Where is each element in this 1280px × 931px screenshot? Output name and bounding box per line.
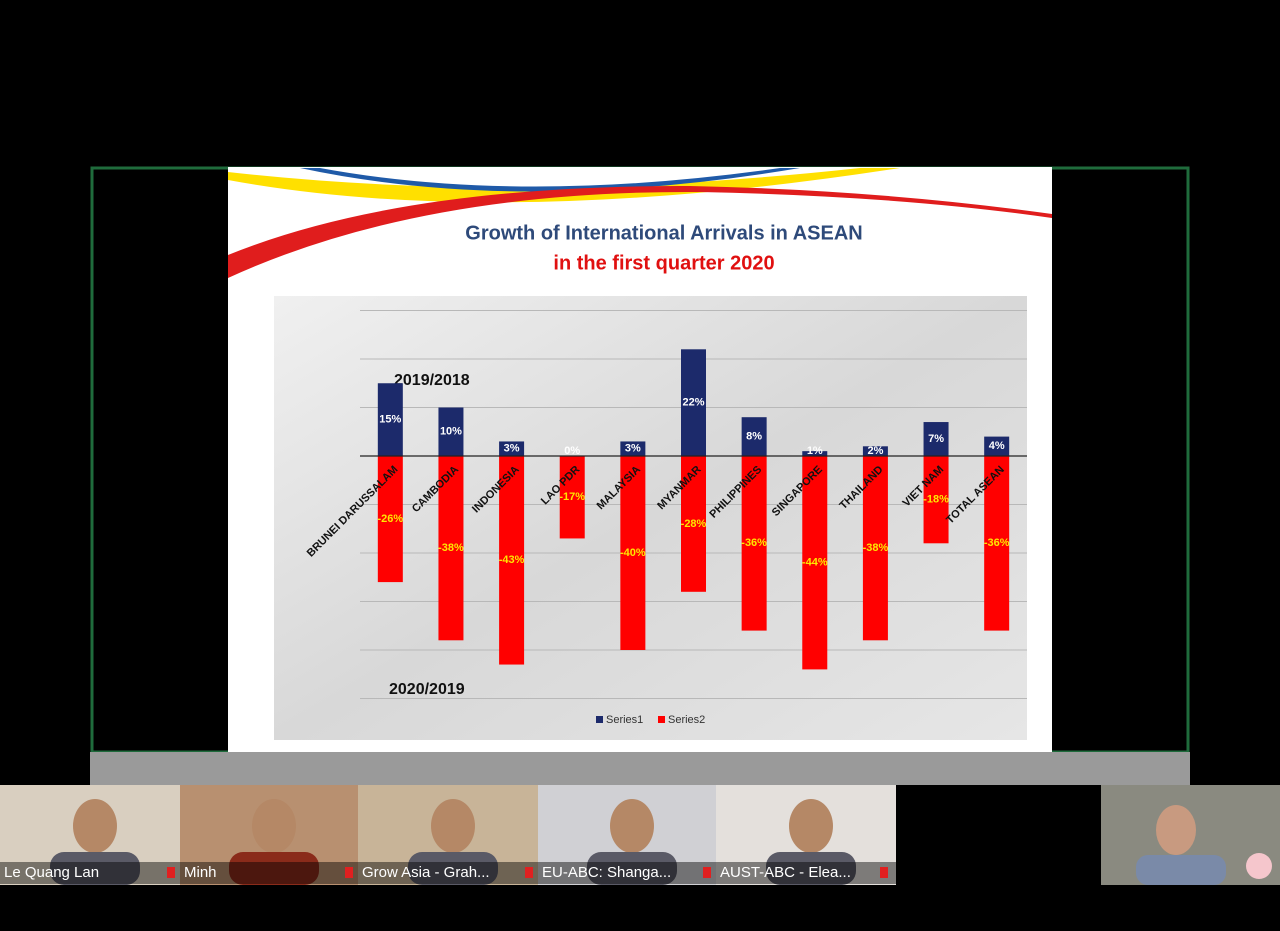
person	[1156, 805, 1196, 855]
bar	[438, 407, 464, 456]
data-label: 7%	[928, 433, 944, 445]
person	[50, 852, 140, 885]
data-label: 3%	[625, 443, 641, 455]
bar	[438, 456, 464, 641]
data-label: -40%	[620, 547, 646, 559]
mute-icon	[703, 867, 711, 878]
data-label: -17%	[559, 491, 585, 503]
name-bg	[180, 862, 358, 884]
bar	[681, 456, 706, 592]
mute-icon	[345, 867, 353, 878]
person	[789, 799, 833, 853]
mute-icon	[880, 867, 888, 878]
data-label: 8%	[746, 431, 762, 443]
mute-icon	[1246, 853, 1272, 879]
bar	[620, 441, 646, 456]
bar	[923, 422, 949, 456]
annotation: 2019/2018	[394, 372, 470, 389]
swoosh	[228, 185, 1052, 278]
person	[610, 799, 654, 853]
data-label: -26%	[377, 513, 403, 525]
data-label: -44%	[802, 557, 828, 569]
bar	[862, 456, 888, 641]
data-label: 15%	[379, 414, 401, 426]
legend-swatch	[596, 716, 603, 723]
bar	[741, 417, 767, 456]
bar	[681, 349, 706, 456]
bar	[377, 383, 403, 456]
bar	[499, 441, 525, 456]
data-label: 3%	[504, 443, 520, 455]
data-label: -28%	[681, 518, 707, 530]
name-bg	[0, 862, 180, 884]
participant-name: AUST-ABC - Elea...	[720, 864, 851, 881]
chart-subtitle: in the first quarter 2020	[553, 252, 774, 274]
bar	[559, 456, 585, 539]
person	[587, 852, 677, 885]
data-label: 1%	[807, 445, 823, 457]
data-label: 0%	[564, 445, 580, 457]
data-label: -36%	[741, 537, 767, 549]
data-label: 10%	[440, 426, 462, 438]
participant-name: Grow Asia - Grah...	[362, 864, 490, 881]
data-label: -43%	[499, 554, 525, 566]
data-label: -38%	[438, 542, 464, 554]
data-label: 22%	[682, 397, 704, 409]
data-label: -38%	[863, 542, 889, 554]
person	[766, 852, 856, 885]
person	[431, 799, 475, 853]
bar	[377, 456, 403, 583]
swoosh	[300, 168, 800, 192]
share-bar	[90, 752, 1190, 785]
participant-name: Minh	[184, 864, 217, 881]
bar	[499, 456, 525, 665]
mute-icon	[525, 867, 533, 878]
person	[1136, 855, 1226, 885]
legend-label: Series2	[668, 714, 705, 726]
bar	[984, 436, 1010, 456]
annotation: 2020/2019	[389, 681, 465, 698]
participant-name: EU-ABC: Shanga...	[542, 864, 671, 881]
bar	[862, 446, 888, 456]
name-bg	[358, 862, 538, 884]
person	[229, 852, 319, 885]
participant-name: Le Quang Lan	[4, 864, 99, 881]
legend-swatch	[658, 716, 665, 723]
swoosh	[228, 168, 900, 203]
bar	[741, 456, 767, 631]
data-label: -18%	[923, 494, 949, 506]
person	[73, 799, 117, 853]
bar	[984, 456, 1010, 631]
bar	[620, 456, 646, 650]
bar	[923, 456, 949, 544]
chart-title: Growth of International Arrivals in ASEA…	[465, 222, 862, 244]
name-bg	[716, 862, 896, 884]
bar	[802, 451, 828, 456]
data-label: -36%	[984, 537, 1010, 549]
mute-icon	[167, 867, 175, 878]
person	[408, 852, 498, 885]
bar	[802, 456, 828, 670]
data-label: 4%	[989, 440, 1005, 452]
person	[252, 799, 296, 853]
legend-label: Series1	[606, 714, 643, 726]
data-label: 2%	[867, 445, 883, 457]
name-bg	[538, 862, 716, 884]
